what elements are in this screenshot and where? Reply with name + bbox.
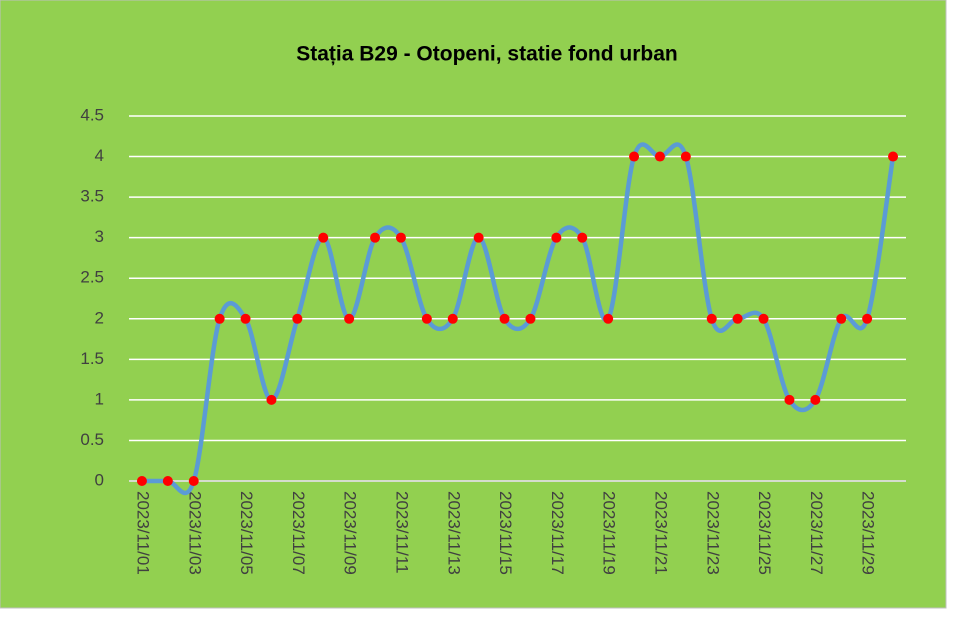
data-point (447, 313, 458, 324)
data-point (836, 313, 847, 324)
y-tick-label: 1 (95, 389, 104, 408)
data-point (136, 476, 147, 486)
data-point (525, 313, 536, 324)
data-point (680, 151, 691, 162)
y-tick-label: 3.5 (80, 187, 104, 206)
data-point (732, 313, 743, 324)
data-point (654, 151, 665, 162)
x-tick-label: 2023/11/29 (859, 491, 878, 575)
x-tick-label: 2023/11/01 (133, 491, 152, 575)
data-point (240, 313, 251, 324)
x-tick-label: 2023/11/09 (341, 491, 360, 575)
data-point (758, 313, 769, 324)
x-tick-label: 2023/11/25 (755, 491, 774, 575)
data-point (603, 313, 614, 324)
x-tick-label: 2023/11/05 (237, 491, 256, 575)
data-point (862, 313, 873, 324)
chart-title: Stația B29 - Otopeni, statie fond urban (296, 43, 678, 66)
data-point (214, 313, 225, 324)
data-point (473, 232, 484, 243)
x-tick-label: 2023/11/21 (651, 491, 670, 575)
data-point (318, 232, 329, 243)
data-point (266, 394, 277, 405)
data-point (188, 476, 199, 486)
y-tick-label: 0.5 (80, 430, 104, 449)
data-point (577, 232, 588, 243)
data-point (162, 476, 173, 486)
data-point (344, 313, 355, 324)
data-point (888, 151, 899, 162)
x-tick-label: 2023/11/17 (548, 491, 567, 575)
data-point (784, 394, 795, 405)
data-point (421, 313, 432, 324)
y-tick-label: 4 (95, 146, 104, 165)
data-point (629, 151, 640, 162)
x-tick-label: 2023/11/11 (392, 491, 411, 574)
data-point (810, 394, 821, 405)
x-tick-label: 2023/11/15 (496, 491, 515, 575)
x-tick-label: 2023/11/13 (444, 491, 463, 575)
data-point (292, 313, 303, 324)
x-tick-label: 2023/11/23 (703, 491, 722, 575)
y-tick-label: 3 (95, 227, 104, 246)
y-tick-label: 2 (95, 308, 104, 327)
data-point (499, 313, 510, 324)
data-point (551, 232, 562, 243)
x-tick-label: 2023/11/03 (185, 491, 204, 575)
data-point (395, 232, 406, 243)
y-tick-label: 0 (95, 470, 104, 489)
y-tick-label: 2.5 (80, 268, 104, 287)
y-tick-label: 4.5 (80, 105, 104, 124)
x-tick-label: 2023/11/19 (600, 491, 619, 575)
chart-background (0, 0, 947, 609)
x-tick-label: 2023/11/27 (807, 491, 826, 575)
x-tick-label: 2023/11/07 (289, 491, 308, 575)
data-point (706, 313, 717, 324)
data-point (370, 232, 381, 243)
y-tick-label: 1.5 (80, 349, 104, 368)
